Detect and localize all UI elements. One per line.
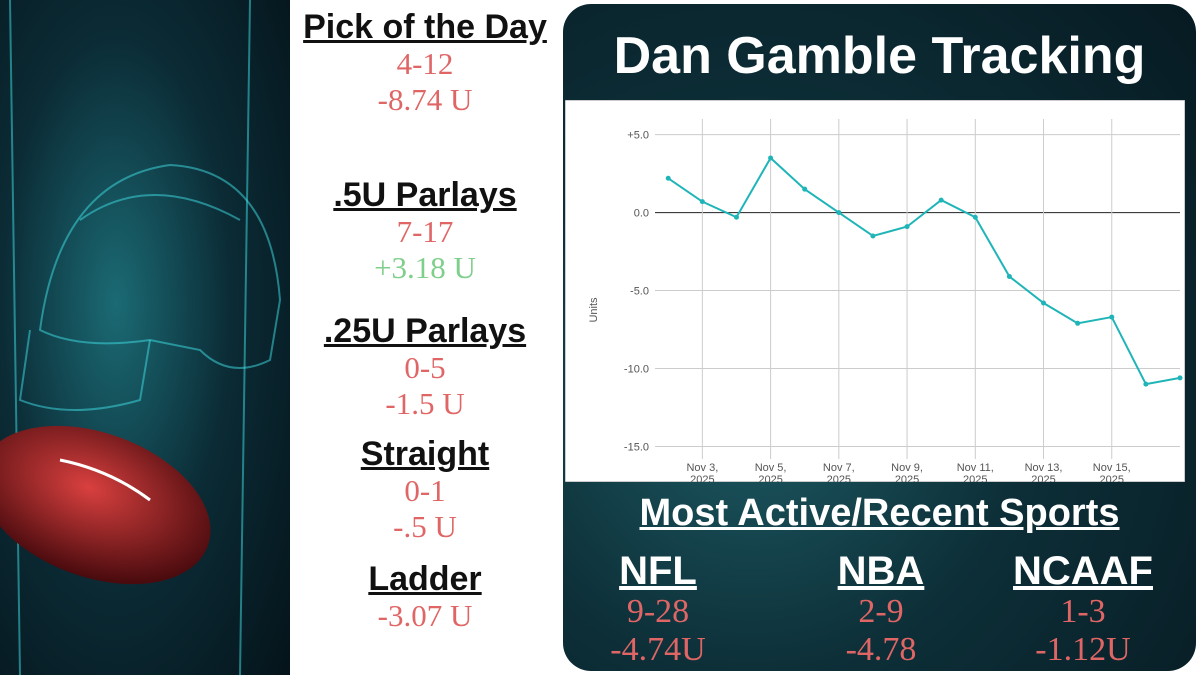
point <box>768 155 774 161</box>
section-title: Pick of the Day <box>303 8 547 46</box>
point <box>733 214 739 220</box>
record: 4-12 <box>396 46 454 81</box>
y-tick-label: +5.0 <box>627 130 649 142</box>
y-tick-label: 0.0 <box>634 208 649 220</box>
point <box>699 199 705 205</box>
sport-name: NBA <box>837 549 925 593</box>
x-tick-label: Nov 9, 2025 <box>891 462 923 482</box>
sport-name: NFL <box>619 549 697 593</box>
section-title: .25U Parlays <box>323 312 527 350</box>
point <box>1109 314 1115 320</box>
sport-name: NCAAF <box>1013 549 1153 593</box>
point <box>1075 320 1081 326</box>
sports-title: Most Active/Recent Sports <box>639 492 1120 534</box>
y-tick-label: -10.0 <box>624 364 649 376</box>
point <box>665 175 671 181</box>
units: -3.07 U <box>377 598 473 633</box>
y-tick-label: -15.0 <box>624 442 649 454</box>
chart: Units +5.0 0.0 -5.0 -10.0 -15.0 Nov 3, 2025 Nov… <box>565 100 1185 482</box>
units: -1.5 U <box>385 386 465 421</box>
point <box>1041 300 1047 306</box>
x-tick-label: Nov 15, 2025 <box>1093 462 1131 482</box>
section-title: .5U Parlays <box>333 176 517 214</box>
point <box>1006 274 1012 280</box>
hero-art <box>0 0 290 675</box>
section-title: Straight <box>360 435 490 473</box>
record: 1-3 <box>1060 593 1106 630</box>
point <box>904 224 910 230</box>
record: 0-1 <box>404 473 446 508</box>
units: -.5 U <box>393 509 457 544</box>
line <box>667 156 1181 386</box>
point <box>1143 381 1149 387</box>
record: 9-28 <box>626 593 690 630</box>
point <box>972 214 978 220</box>
x-tick-label: Nov 13, 2025 <box>1025 462 1063 482</box>
point <box>870 233 876 239</box>
panel-title: Dan Gamble Tracking <box>613 27 1146 85</box>
record: 0-5 <box>404 350 446 385</box>
tracking-panel: Dan Gamble Tracking Units +5.0 0.0 -5.0 -10… <box>563 4 1196 671</box>
units: -1.12U <box>1035 631 1131 668</box>
y-tick-label: -5.0 <box>630 286 649 298</box>
y-axis-label: Units <box>588 297 600 323</box>
record: 2-9 <box>858 593 904 630</box>
units: -4.74U <box>610 631 706 668</box>
x-tick-label: Nov 7, 2025 <box>823 462 855 482</box>
x-tick-label: Nov 3, 2025 <box>686 462 718 482</box>
record: 7-17 <box>396 214 454 249</box>
units: +3.18 U <box>374 250 476 285</box>
x-tick-label: Nov 5, 2025 <box>755 462 787 482</box>
point <box>938 197 944 203</box>
point <box>1177 375 1183 381</box>
units: -8.74 U <box>377 82 473 117</box>
section-title: Ladder <box>368 560 482 598</box>
units: -4.78 <box>845 631 917 668</box>
x-tick-label: Nov 11, 2025 <box>957 462 994 482</box>
point <box>802 186 808 192</box>
point <box>836 210 842 216</box>
